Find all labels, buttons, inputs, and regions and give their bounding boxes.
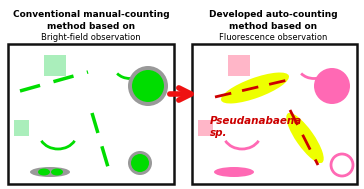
Bar — [44, 55, 66, 76]
Circle shape — [128, 66, 168, 106]
Bar — [228, 55, 250, 76]
Circle shape — [131, 154, 149, 172]
Ellipse shape — [221, 73, 289, 104]
Circle shape — [128, 151, 152, 175]
Bar — [198, 120, 213, 136]
Bar — [192, 44, 357, 184]
Text: Bright-field observation: Bright-field observation — [41, 33, 141, 42]
Ellipse shape — [51, 169, 63, 176]
Bar — [8, 44, 174, 184]
Bar — [14, 120, 29, 136]
Ellipse shape — [38, 169, 50, 176]
Text: method based on: method based on — [229, 22, 317, 31]
Text: method based on: method based on — [47, 22, 135, 31]
Ellipse shape — [286, 113, 324, 163]
Ellipse shape — [30, 167, 70, 177]
Text: Conventional manual-counting: Conventional manual-counting — [13, 10, 169, 19]
Circle shape — [314, 68, 350, 104]
Text: Fluorescence observation: Fluorescence observation — [219, 33, 327, 42]
Text: sp.: sp. — [210, 128, 228, 138]
Text: Developed auto-counting: Developed auto-counting — [209, 10, 337, 19]
Circle shape — [132, 70, 164, 102]
Text: Pseudanabaena: Pseudanabaena — [210, 116, 302, 126]
Ellipse shape — [214, 167, 254, 177]
